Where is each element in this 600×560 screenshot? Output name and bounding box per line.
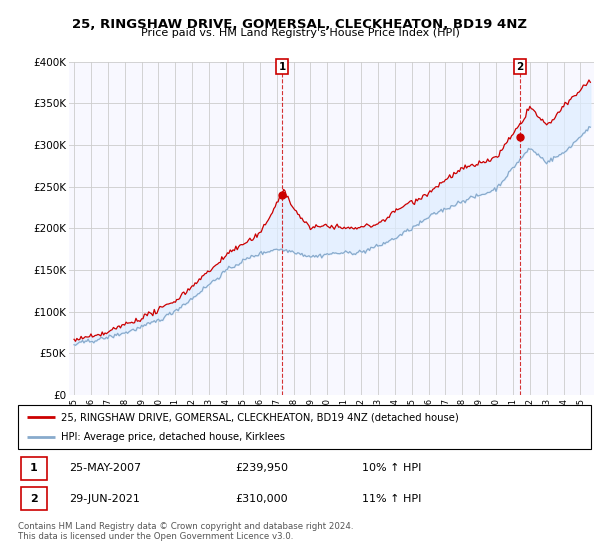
Text: £239,950: £239,950	[236, 464, 289, 473]
Text: £310,000: £310,000	[236, 493, 289, 503]
Text: 10% ↑ HPI: 10% ↑ HPI	[362, 464, 421, 473]
Text: 2: 2	[30, 493, 38, 503]
Text: 11% ↑ HPI: 11% ↑ HPI	[362, 493, 421, 503]
Text: 1: 1	[30, 464, 38, 473]
Text: 25-MAY-2007: 25-MAY-2007	[70, 464, 142, 473]
Text: 29-JUN-2021: 29-JUN-2021	[70, 493, 140, 503]
Text: HPI: Average price, detached house, Kirklees: HPI: Average price, detached house, Kirk…	[61, 432, 285, 442]
Text: 25, RINGSHAW DRIVE, GOMERSAL, CLECKHEATON, BD19 4NZ: 25, RINGSHAW DRIVE, GOMERSAL, CLECKHEATO…	[73, 18, 527, 31]
Text: 2: 2	[517, 62, 524, 72]
Text: 25, RINGSHAW DRIVE, GOMERSAL, CLECKHEATON, BD19 4NZ (detached house): 25, RINGSHAW DRIVE, GOMERSAL, CLECKHEATO…	[61, 412, 459, 422]
Text: Contains HM Land Registry data © Crown copyright and database right 2024.
This d: Contains HM Land Registry data © Crown c…	[18, 522, 353, 542]
Text: 1: 1	[278, 62, 286, 72]
Bar	[21, 457, 47, 480]
Bar	[21, 487, 47, 510]
Text: Price paid vs. HM Land Registry's House Price Index (HPI): Price paid vs. HM Land Registry's House …	[140, 28, 460, 38]
